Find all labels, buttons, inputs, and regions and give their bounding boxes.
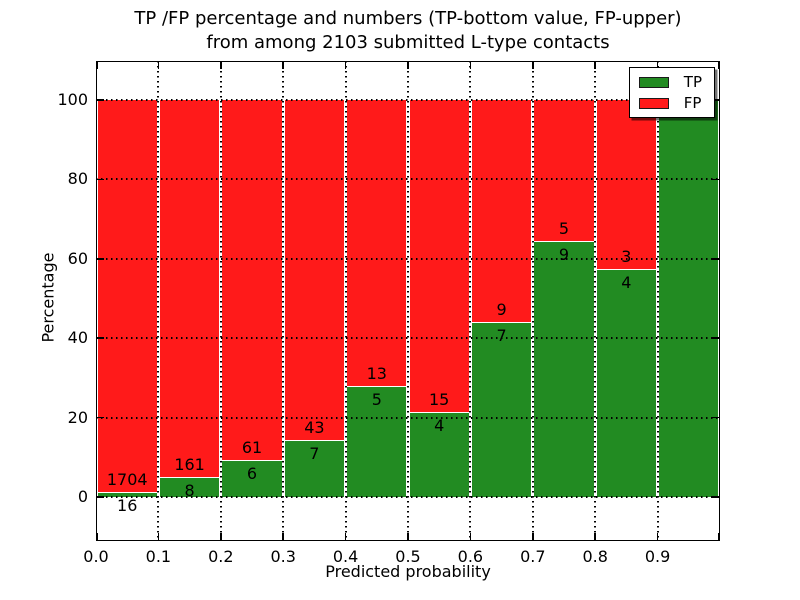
x-tick-mark-top [96,61,98,69]
x-tick-label: 0.3 [270,547,296,566]
x-tick-mark [344,533,347,541]
y-tick-mark [96,99,104,101]
tp-bar [471,323,532,497]
y-tick-mark [96,258,104,260]
y-tick-mark-right [712,337,720,339]
y-tick-label: 40 [67,328,88,348]
y-tick-mark [96,416,104,419]
x-tick-mark-top [469,61,472,69]
y-tick-mark-right [712,496,720,498]
legend-box: TP FP [628,67,715,118]
x-tick-mark [469,533,472,541]
gridline-horizontal [96,178,720,181]
fp-bar [97,100,157,493]
gridline-vertical [344,61,347,541]
y-tick-label: 0 [77,487,88,506]
fp-bar [409,100,469,413]
tp-count-label: 16 [117,496,138,516]
tp-bar [659,100,719,497]
legend-row-fp: FP [638,94,702,112]
y-tick-mark-right [712,416,720,419]
gridline-vertical [282,61,285,541]
x-tick-mark-top [594,61,596,69]
x-tick-mark [407,533,409,541]
y-tick-mark [96,337,104,339]
y-axis-title: Percentage [38,252,58,343]
x-tick-mark [532,533,534,541]
gridline-vertical [157,61,160,541]
legend-label-fp: FP [683,94,702,112]
x-tick-mark-top [532,61,534,69]
x-tick-mark [96,533,98,541]
gridline-horizontal [96,416,720,419]
gridline-horizontal [96,496,720,498]
x-tick-label: 0.8 [582,547,608,566]
fp-bar [284,100,345,441]
x-tick-label: 0.7 [520,547,546,566]
y-tick-label: 80 [67,169,88,189]
x-tick-mark-top [220,61,222,69]
x-tick-label: 0.1 [145,547,172,566]
y-tick-label: 60 [67,248,88,268]
x-tick-label: 0.0 [83,547,109,566]
legend-label-tp: TP [683,73,702,91]
x-tick-label: 0.2 [208,547,234,566]
gridline-vertical [594,61,597,541]
tp-bar [347,386,407,497]
x-tick-label: 0.9 [644,547,671,566]
fp-bar [471,100,532,323]
x-tick-mark-top [344,61,347,69]
y-tick-mark-right [712,178,720,181]
x-tick-label: 0.6 [457,547,484,566]
legend-row-tp: TP [638,73,702,91]
chart-title-line1: TP /FP percentage and numbers (TP-bottom… [134,8,682,29]
x-tick-mark [220,533,222,541]
gridline-horizontal [96,99,720,101]
x-tick-mark-top [282,61,284,69]
x-tick-mark-top [656,61,659,69]
gridline-vertical [531,61,534,541]
legend-swatch-fp [638,97,669,109]
x-axis-title: Predicted probability [325,562,491,581]
legend-swatch-tp [638,76,669,88]
x-tick-label: 0.5 [395,547,421,566]
x-tick-mark-top [407,61,409,69]
y-tick-mark [96,178,104,181]
fp-bar [222,100,282,461]
chart-title-line2: from among 2103 submitted L-type contact… [206,32,610,53]
gridline-vertical [469,61,472,541]
y-tick-label: 20 [67,407,88,427]
fp-bar [347,100,407,386]
tp-bar [159,478,220,497]
tp-bar [284,441,345,497]
gridline-horizontal [96,257,720,260]
tp-bar [534,241,594,497]
y-tick-label: 100 [57,90,88,109]
y-tick-mark [96,496,104,498]
x-tick-mark-top [718,61,720,69]
x-tick-mark [594,533,596,541]
tp-bar [596,270,657,497]
gridline-horizontal [96,337,720,340]
tp-bar [409,413,469,497]
x-tick-label: 0.4 [332,547,359,566]
tp-bar [222,461,282,497]
fp-bar [596,100,657,270]
x-tick-mark [157,533,160,541]
gridline-vertical [656,61,659,541]
chart-title: TP /FP percentage and numbers (TP-bottom… [96,7,720,55]
y-tick-mark-right [712,99,720,101]
x-tick-mark [282,533,284,541]
gridline-vertical [407,61,409,541]
x-tick-mark [656,533,659,541]
fp-bar [534,100,594,241]
gridline-vertical [219,61,222,541]
fp-bar [159,100,220,478]
tp-bar [97,493,157,497]
x-tick-mark [718,533,720,541]
x-tick-mark-top [157,61,160,69]
y-tick-mark-right [712,258,720,260]
